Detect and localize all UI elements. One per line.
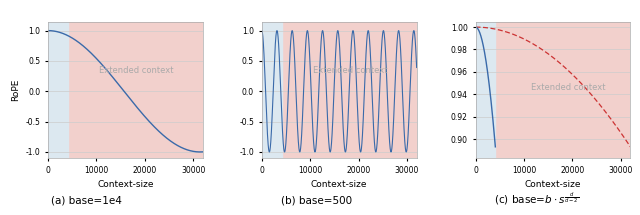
Text: (c) base=$b \cdot s^{\frac{d}{d-2}}$: (c) base=$b \cdot s^{\frac{d}{d-2}}$ xyxy=(494,190,579,207)
X-axis label: Context-size: Context-size xyxy=(311,180,367,189)
Y-axis label: RoPE: RoPE xyxy=(11,78,20,101)
Text: Extended context: Extended context xyxy=(531,83,605,92)
Text: (a) base=1e4: (a) base=1e4 xyxy=(51,195,122,205)
Bar xyxy=(262,22,282,158)
Text: Extended context: Extended context xyxy=(99,66,173,75)
Bar xyxy=(48,22,68,158)
Text: (b) base=500: (b) base=500 xyxy=(281,195,353,205)
X-axis label: Context-size: Context-size xyxy=(525,180,581,189)
Bar xyxy=(476,22,495,158)
X-axis label: Context-size: Context-size xyxy=(97,180,154,189)
Text: Extended context: Extended context xyxy=(313,66,387,75)
